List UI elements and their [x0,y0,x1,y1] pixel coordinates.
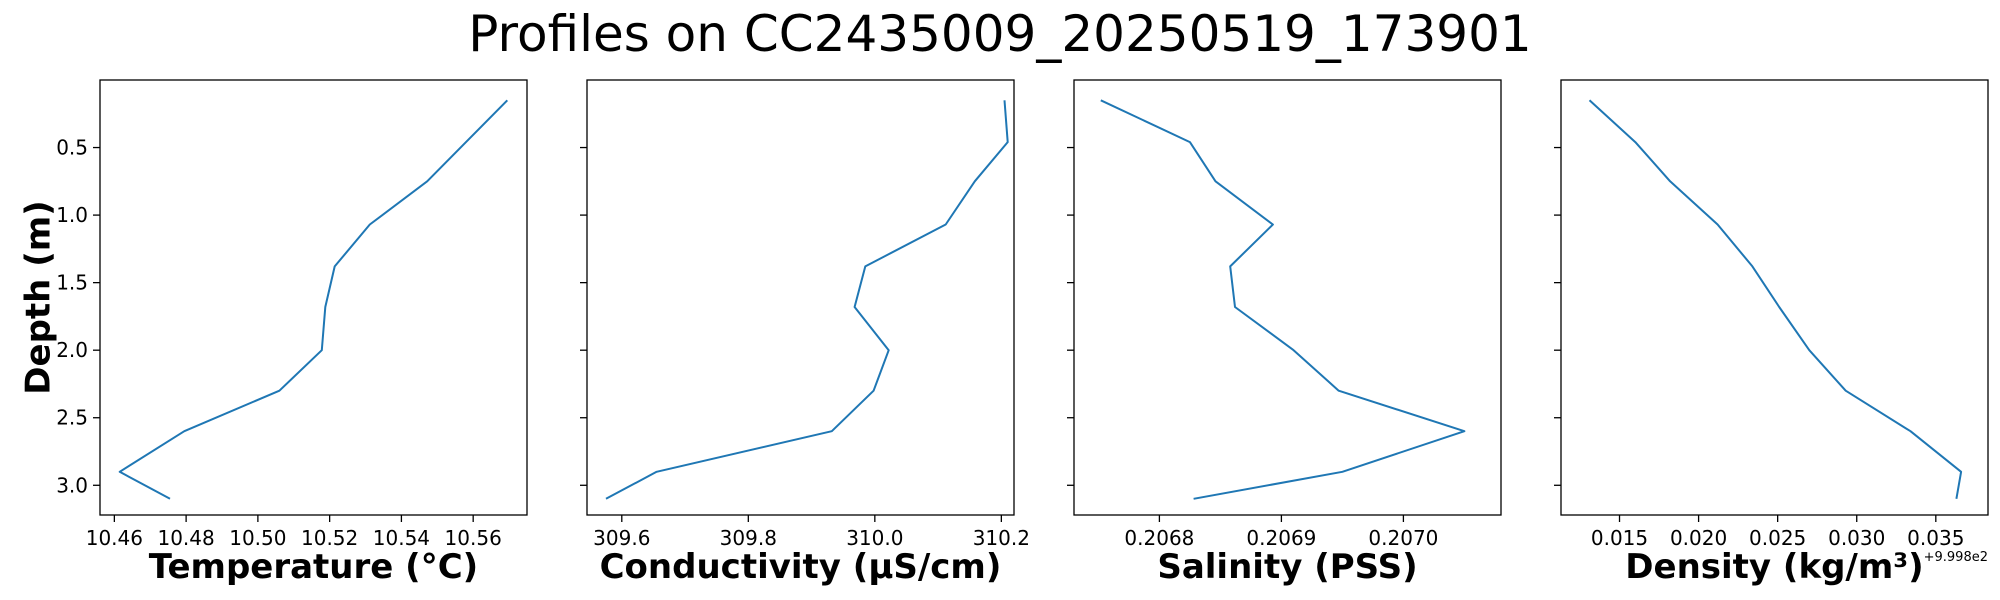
density-x-tick-label: 0.020 [1670,526,1727,550]
temperature-y-tick-label: 2.5 [56,406,88,430]
temperature-y-axis-label: Depth (m) [19,200,59,394]
density-x-tick-label: 0.015 [1591,526,1648,550]
density-x-tick-label: 0.025 [1749,526,1806,550]
panel-temperature: 10.46 10.48 10.50 10.52 10.54 10.56 0.5 1.0 1.5 2… [19,79,528,587]
conductivity-x-tick-label: 309.6 [593,526,650,550]
temperature-x-tick-label: 10.50 [229,526,286,550]
temperature-x-tick-label: 10.48 [157,526,214,550]
temperature-x-axis-label: Temperature (°C) [149,547,478,587]
temperature-x-tick-label: 10.56 [445,526,502,550]
density-x-tick-label: 0.030 [1828,526,1885,550]
density-x-tick-label: 0.035 [1907,526,1964,550]
temperature-x-tick-label: 10.46 [86,526,143,550]
density-profile-line [1588,99,1963,499]
temperature-y-tick-label: 2.0 [56,338,88,362]
salinity-profile-line [1100,99,1466,500]
salinity-axes-frame [1073,79,1502,516]
salinity-x-axis-label: Salinity (PSS) [1157,547,1417,587]
salinity-x-tick-label: 0.2069 [1246,526,1316,550]
conductivity-x-axis-label: Conductivity (µS/cm) [600,547,1002,587]
salinity-x-tick-label: 0.2068 [1124,526,1194,550]
conductivity-x-tick-label: 310.2 [973,526,1030,550]
temperature-x-tick-label: 10.52 [301,526,358,550]
temperature-axes-frame [99,79,528,516]
density-axes-frame [1560,79,1989,516]
conductivity-profile-line [605,100,1009,500]
density-x-offset-label: +9.998e2 [1924,550,1988,565]
conductivity-axes-frame [586,79,1015,516]
density-x-axis-label: Density (kg/m³) [1625,547,1923,587]
temperature-x-tick-label: 10.54 [373,526,430,550]
conductivity-x-tick-label: 309.8 [720,526,777,550]
temperature-y-tick-label: 1.5 [56,271,88,295]
temperature-y-tick-label: 0.5 [56,136,88,160]
figure-title: Profiles on CC2435009_20250519_173901 [468,5,1532,63]
salinity-x-tick-label: 0.2070 [1368,526,1438,550]
temperature-profile-line [118,99,509,500]
temperature-y-tick-label: 1.0 [56,203,88,227]
temperature-y-tick-label: 3.0 [56,473,88,497]
conductivity-x-tick-label: 310.0 [846,526,903,550]
